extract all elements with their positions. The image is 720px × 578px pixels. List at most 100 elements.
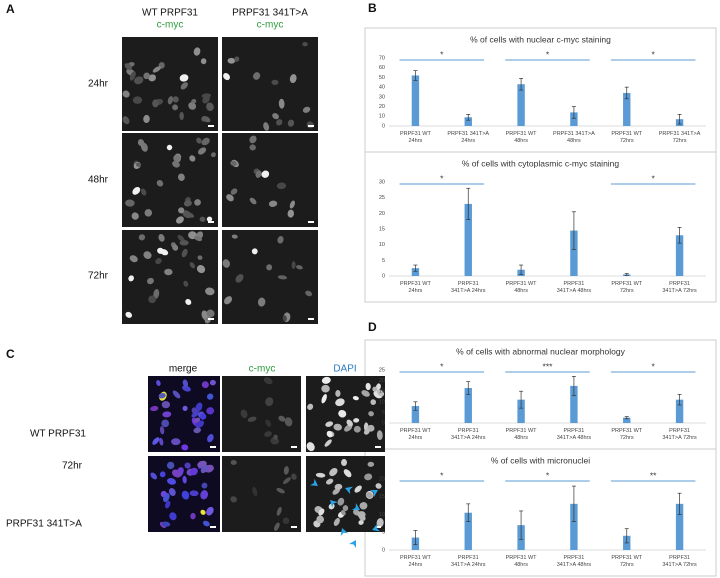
row-label: 48hr bbox=[88, 175, 109, 186]
cell bbox=[375, 383, 381, 391]
cell bbox=[146, 277, 154, 285]
cell bbox=[337, 497, 345, 506]
cell bbox=[125, 311, 133, 318]
x-tick-label: PRPF31 341T>A 72hrs bbox=[662, 428, 697, 441]
cell bbox=[200, 58, 207, 65]
bar bbox=[675, 399, 684, 423]
cell bbox=[370, 399, 377, 405]
cell bbox=[197, 147, 207, 155]
bar bbox=[623, 417, 631, 423]
cell bbox=[324, 439, 332, 447]
cell bbox=[287, 209, 295, 218]
cell bbox=[191, 99, 197, 104]
cell bbox=[159, 471, 166, 478]
x-tick-label: PRPF31 WT 72hrs bbox=[611, 131, 643, 144]
cell bbox=[179, 111, 184, 121]
cell bbox=[277, 275, 288, 280]
cell bbox=[353, 418, 360, 423]
scale-bar bbox=[291, 526, 297, 528]
cell bbox=[346, 419, 353, 427]
significance-label: * bbox=[440, 173, 444, 183]
y-tick-label: 50 bbox=[379, 75, 385, 81]
cell bbox=[181, 248, 188, 258]
error-bar bbox=[413, 264, 418, 272]
error-bar bbox=[677, 227, 682, 244]
y-tick-label: 25 bbox=[379, 367, 385, 373]
chart-title: % of cells with micronuclei bbox=[491, 455, 590, 465]
cell bbox=[338, 409, 347, 418]
scale-bar bbox=[208, 221, 214, 223]
significance-label: * bbox=[440, 470, 444, 480]
cell bbox=[335, 390, 341, 397]
x-tick-label: PRPF31 341T>A 24hrs bbox=[451, 281, 486, 294]
cell bbox=[183, 280, 189, 287]
cell bbox=[273, 434, 278, 440]
cell bbox=[276, 119, 283, 126]
cell bbox=[189, 155, 196, 162]
cell bbox=[368, 411, 374, 417]
y-tick-label: 10 bbox=[379, 512, 385, 518]
error-bar bbox=[466, 503, 471, 522]
scale-bar bbox=[210, 446, 216, 448]
x-tick-label: PRPF31 341T>A 48hrs bbox=[553, 131, 595, 144]
cell bbox=[167, 96, 174, 105]
arrow bbox=[345, 486, 353, 495]
bar bbox=[464, 512, 472, 550]
bar bbox=[570, 503, 578, 550]
cell bbox=[224, 296, 233, 305]
cell bbox=[159, 426, 165, 435]
cell bbox=[129, 71, 136, 81]
cell bbox=[122, 90, 130, 98]
row-label: PRPF31 341T>A bbox=[6, 519, 82, 530]
cell bbox=[289, 200, 295, 209]
cell bbox=[375, 483, 382, 489]
arrow bbox=[349, 540, 356, 549]
arrow bbox=[330, 500, 338, 508]
bar bbox=[570, 385, 578, 423]
cell bbox=[284, 417, 293, 427]
chart-title: % of cells with nuclear c-myc staining bbox=[470, 34, 611, 44]
cell bbox=[128, 275, 134, 282]
cell bbox=[263, 122, 270, 131]
chart-frame bbox=[364, 151, 717, 303]
cell bbox=[359, 502, 368, 510]
cell bbox=[166, 461, 175, 470]
row-label: 72hr bbox=[88, 271, 109, 282]
column-label: WT PRPF31 bbox=[142, 8, 198, 19]
cell bbox=[143, 251, 152, 259]
stain-label: c-myc bbox=[257, 20, 284, 31]
cell bbox=[138, 234, 146, 241]
cell bbox=[316, 515, 324, 524]
cell bbox=[171, 438, 181, 446]
cell bbox=[265, 419, 272, 427]
cell bbox=[143, 72, 150, 80]
cell bbox=[328, 503, 335, 510]
cell bbox=[182, 475, 187, 484]
y-tick-label: 0 bbox=[382, 273, 385, 279]
y-tick-label: 15 bbox=[379, 226, 385, 232]
cell bbox=[282, 315, 287, 322]
error-bar bbox=[677, 394, 682, 406]
cell bbox=[135, 162, 142, 167]
cell bbox=[152, 66, 161, 73]
cell bbox=[206, 407, 215, 415]
cell bbox=[167, 477, 176, 485]
cell bbox=[367, 461, 375, 467]
cell bbox=[185, 298, 192, 306]
cell bbox=[206, 216, 213, 222]
cell bbox=[165, 500, 171, 509]
cell bbox=[343, 469, 352, 478]
bar bbox=[517, 84, 525, 126]
cell bbox=[252, 486, 258, 497]
x-tick-label: PRPF31 WT 24hrs bbox=[400, 281, 432, 294]
y-tick-label: 20 bbox=[379, 476, 385, 482]
chart-title: % of cells with cytoplasmic c-myc staini… bbox=[462, 158, 620, 168]
bar bbox=[570, 112, 578, 126]
error-bar bbox=[519, 264, 524, 275]
significance-label: * bbox=[652, 361, 656, 371]
cell bbox=[264, 431, 272, 437]
y-tick-label: 10 bbox=[379, 114, 385, 120]
cell bbox=[333, 423, 342, 431]
cell bbox=[274, 522, 280, 531]
x-tick-label: PRPF31 341T>A 48hrs bbox=[557, 281, 592, 294]
